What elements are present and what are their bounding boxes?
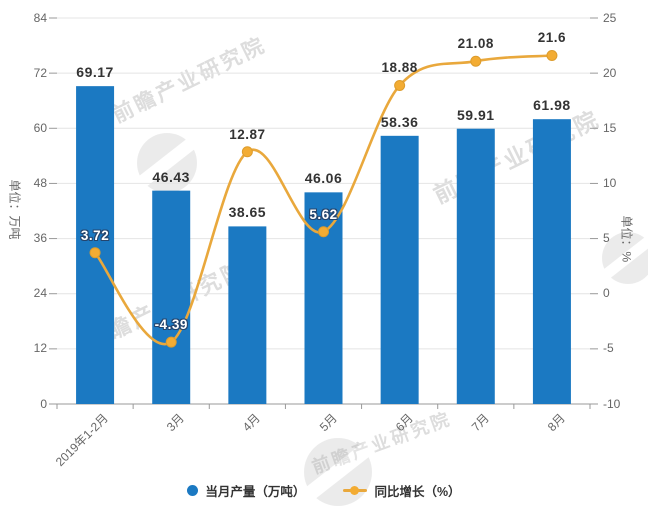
left-axis-title: 单位：万吨	[7, 179, 22, 240]
legend-item-yoy-growth[interactable]: 同比增长（%）	[343, 481, 461, 500]
bar-6月[interactable]	[380, 135, 419, 404]
legend-label-monthly-output: 当月产量（万吨）	[205, 485, 306, 499]
line-point-6[interactable]	[470, 55, 482, 67]
legend: 当月产量（万吨） 同比增长（%）	[0, 481, 648, 500]
bar-5月[interactable]	[304, 192, 343, 404]
right-axis-title: 单位：%	[619, 215, 634, 263]
bar-3月[interactable]	[152, 190, 191, 404]
bar-series-swatch-icon	[187, 485, 199, 496]
legend-label-yoy-growth: 同比增长（%）	[374, 485, 461, 499]
line-series-swatch-icon	[343, 485, 368, 496]
bar-7月[interactable]	[456, 128, 495, 404]
legend-item-monthly-output[interactable]: 当月产量（万吨）	[187, 481, 305, 500]
line-point-4[interactable]	[318, 226, 329, 238]
bar-8月[interactable]	[532, 119, 571, 405]
bar-2019年1-2月[interactable]	[76, 86, 115, 404]
line-point-5[interactable]	[394, 79, 406, 91]
bar-4月[interactable]	[228, 226, 267, 404]
line-point-7[interactable]	[546, 49, 558, 61]
line-point-3[interactable]	[241, 146, 253, 158]
line-point-2[interactable]	[165, 336, 177, 348]
line-point-1[interactable]	[89, 247, 101, 259]
